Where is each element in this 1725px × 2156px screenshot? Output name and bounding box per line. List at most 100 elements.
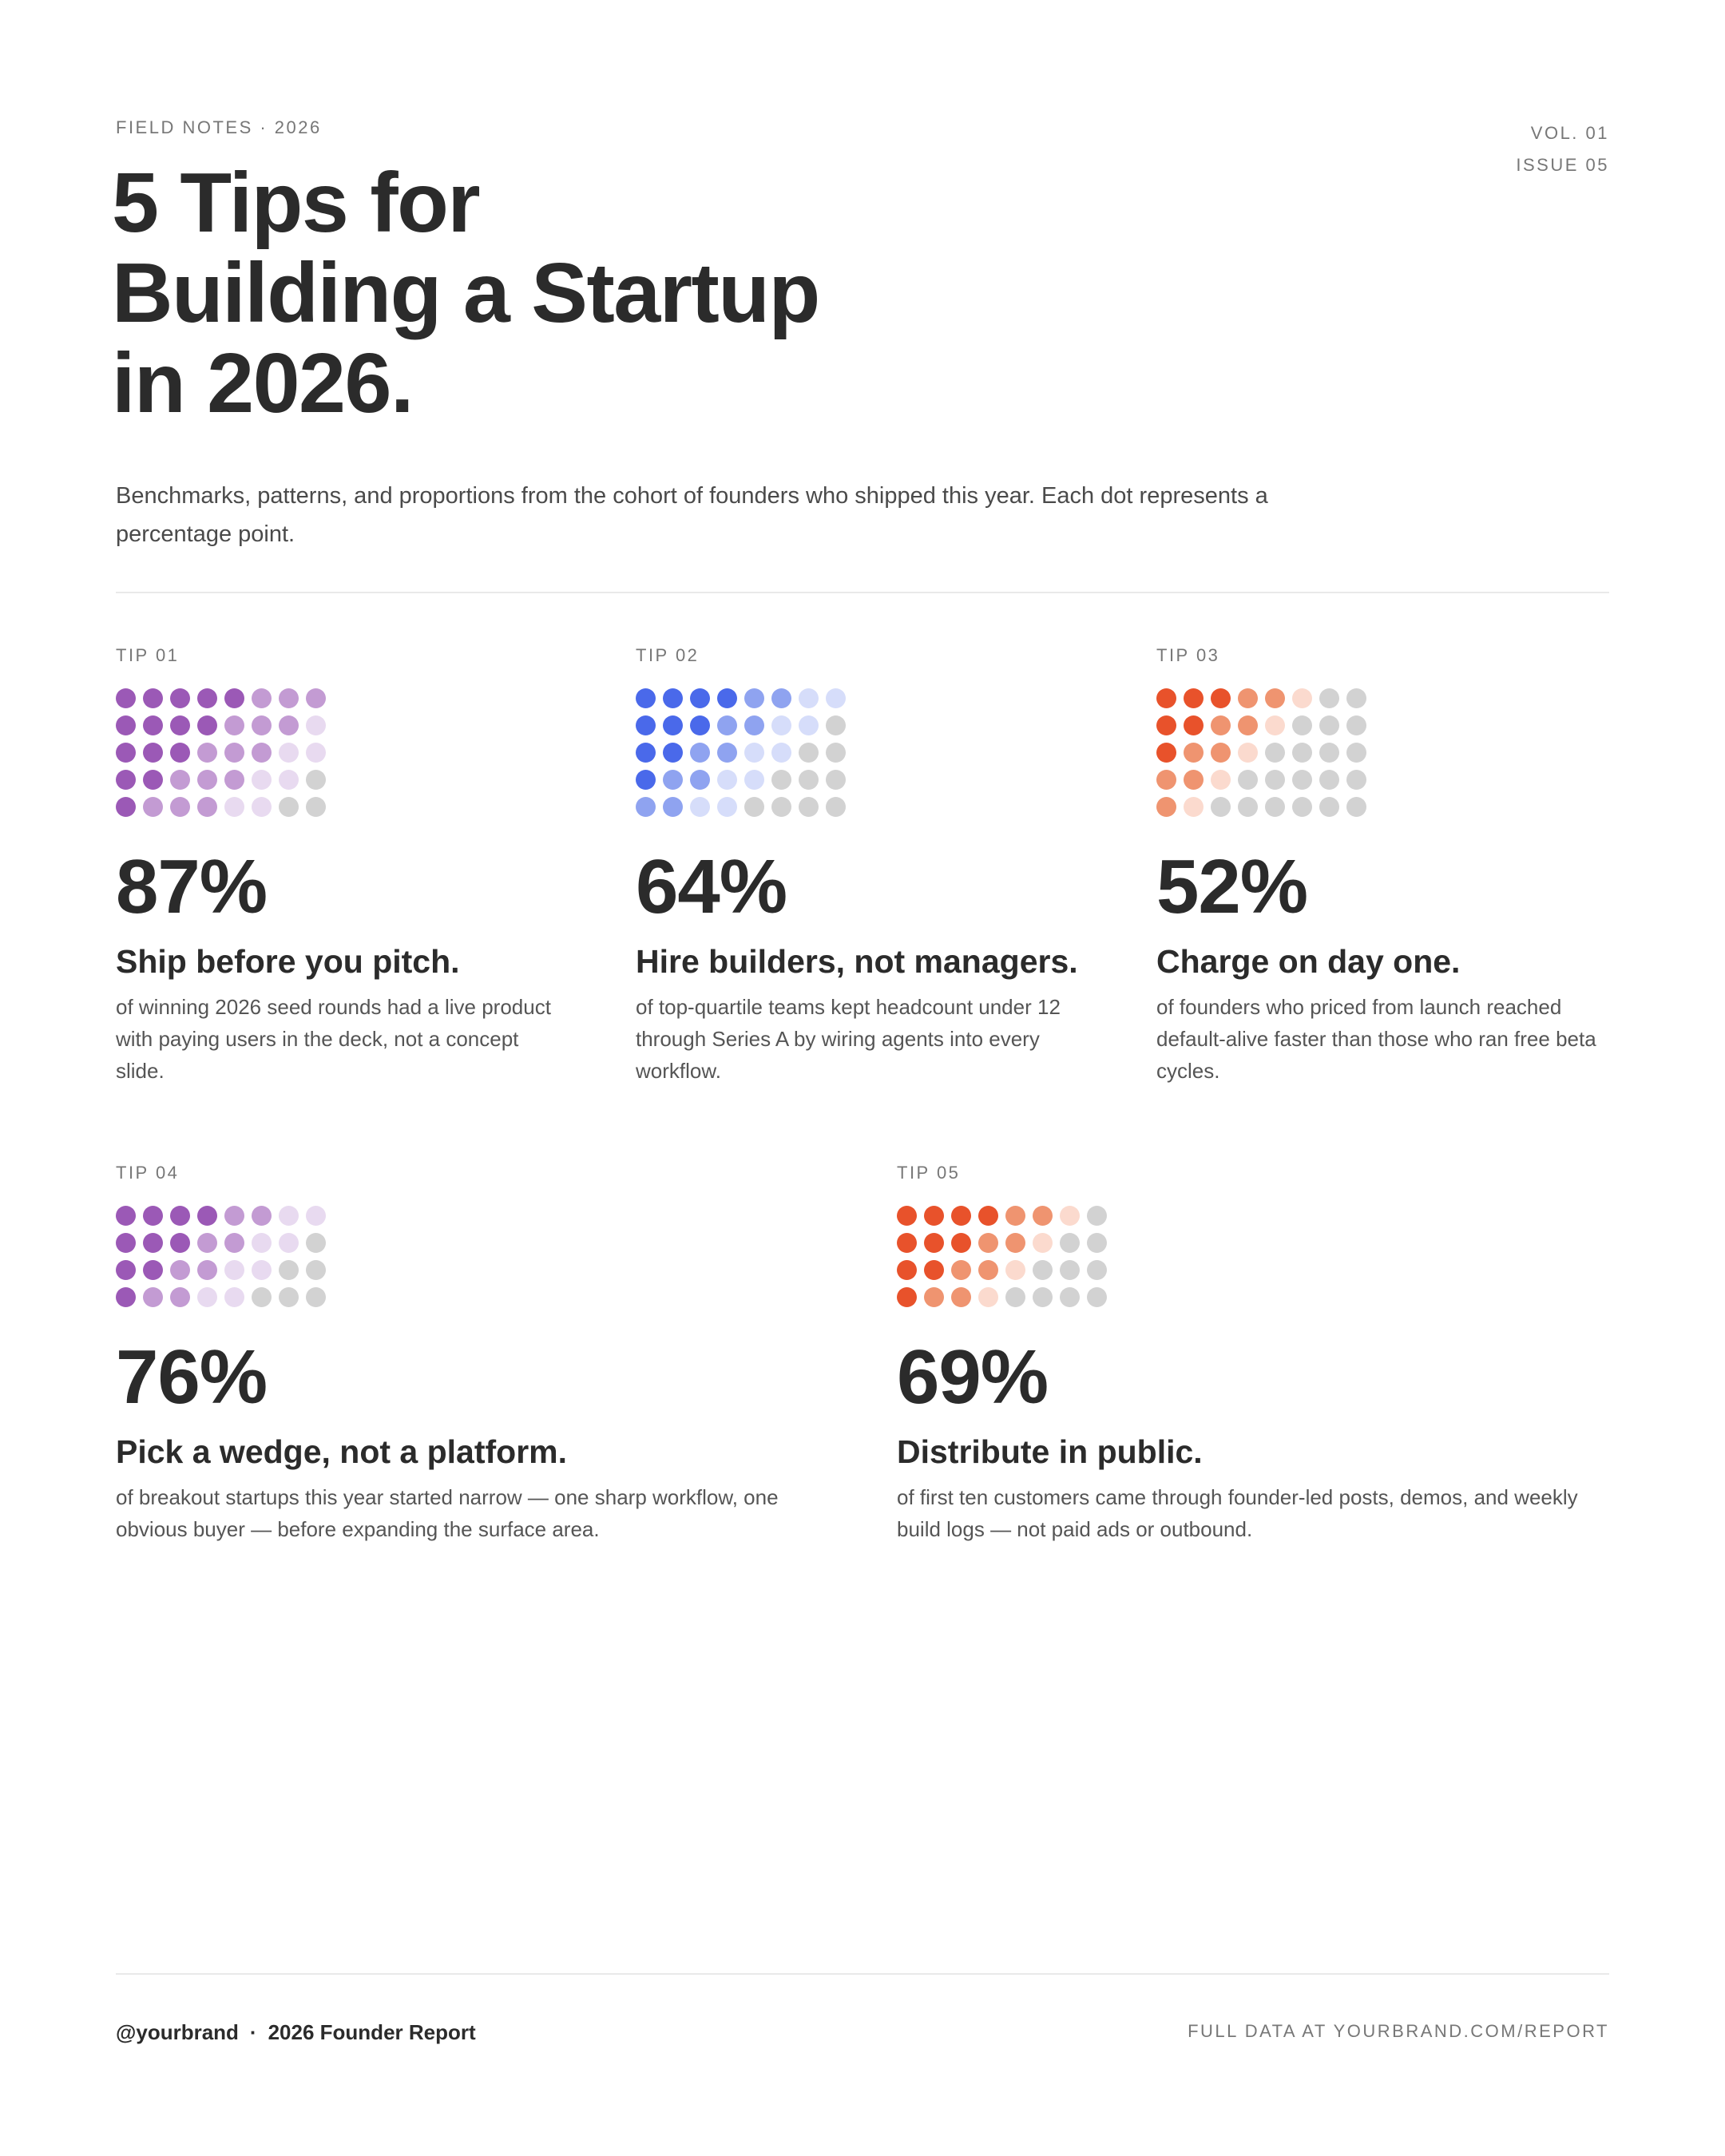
footer-link[interactable]: FULL DATA AT YOURBRAND.COM/REPORT (1188, 2021, 1609, 2041)
percent-dot (279, 1233, 299, 1253)
percent-dot (690, 770, 710, 790)
tip-label: TIP 04 (116, 1163, 180, 1183)
eyebrow: FIELD NOTES · 2026 (116, 117, 322, 137)
percent-dot (1005, 1260, 1025, 1280)
percent-dot (306, 1260, 326, 1280)
percent-dot (1238, 797, 1258, 817)
percent-dot (279, 688, 299, 708)
percent-dot (826, 770, 846, 790)
percent-dot (771, 715, 791, 735)
percent-dot (1005, 1206, 1025, 1226)
tip-label: TIP 01 (116, 645, 180, 665)
tip-percent: 69% (897, 1334, 1049, 1420)
percent-dot (771, 797, 791, 817)
percent-dot (1238, 715, 1258, 735)
percent-dot (1184, 715, 1204, 735)
percent-dot (279, 1260, 299, 1280)
percent-dot (897, 1233, 917, 1253)
percent-dot (279, 797, 299, 817)
footer-separator: · (249, 2020, 257, 2044)
percent-dot (1211, 797, 1231, 817)
percent-dot (170, 1206, 190, 1226)
percent-dot (224, 1260, 244, 1280)
percent-dot (978, 1233, 998, 1253)
percent-dot (197, 1260, 217, 1280)
percent-dot (1211, 743, 1231, 763)
percent-dot (978, 1206, 998, 1226)
tip-card-1: TIP 01 87% Ship before you pitch. of win… (116, 644, 563, 1087)
percent-dot (1156, 770, 1176, 790)
percent-dot (1156, 743, 1176, 763)
percent-dot (1346, 770, 1366, 790)
percent-dot (143, 770, 163, 790)
percent-dot (116, 688, 136, 708)
percent-dot (663, 743, 683, 763)
percent-dot (197, 1233, 217, 1253)
tip-label: TIP 05 (897, 1163, 961, 1183)
percent-dot (197, 743, 217, 763)
dot-grid (116, 1206, 835, 1307)
percent-dot (1319, 797, 1339, 817)
percent-dot (252, 1206, 272, 1226)
percent-dot (717, 715, 737, 735)
percent-dot (116, 770, 136, 790)
percent-dot (1292, 715, 1312, 735)
percent-dot (197, 715, 217, 735)
percent-dot (306, 715, 326, 735)
percent-dot (1265, 688, 1285, 708)
percent-dot (279, 770, 299, 790)
percent-dot (252, 1233, 272, 1253)
percent-dot (636, 715, 656, 735)
percent-dot (279, 743, 299, 763)
percent-dot (1033, 1287, 1053, 1307)
percent-dot (799, 770, 819, 790)
tip-card-5: TIP 05 69% Distribute in public. of firs… (897, 1161, 1616, 1545)
percent-dot (170, 1287, 190, 1307)
percent-dot (1211, 770, 1231, 790)
percent-dot (897, 1260, 917, 1280)
percent-dot (951, 1260, 971, 1280)
percent-dot (1211, 715, 1231, 735)
tip-percent: 64% (636, 844, 787, 929)
percent-dot (1211, 688, 1231, 708)
percent-dot (978, 1287, 998, 1307)
tip-title: Pick a wedge, not a platform. (116, 1433, 568, 1470)
percent-dot (306, 770, 326, 790)
percent-dot (636, 770, 656, 790)
percent-dot (1238, 770, 1258, 790)
percent-dot (1319, 770, 1339, 790)
percent-dot (1033, 1260, 1053, 1280)
percent-dot (1346, 715, 1366, 735)
percent-dot (306, 743, 326, 763)
percent-dot (826, 743, 846, 763)
tip-percent: 76% (116, 1334, 268, 1420)
percent-dot (1087, 1287, 1107, 1307)
percent-dot (1346, 688, 1366, 708)
percent-dot (1238, 743, 1258, 763)
percent-dot (1060, 1287, 1080, 1307)
tip-description: of first ten customers came through foun… (897, 1485, 1578, 1541)
percent-dot (826, 797, 846, 817)
percent-dot (717, 688, 737, 708)
percent-dot (799, 715, 819, 735)
percent-dot (197, 797, 217, 817)
tip-card-3: TIP 03 52% Charge on day one. of founder… (1156, 644, 1620, 1087)
percent-dot (1265, 770, 1285, 790)
percent-dot (1033, 1233, 1053, 1253)
percent-dot (1087, 1260, 1107, 1280)
percent-dot (717, 743, 737, 763)
percent-dot (306, 1233, 326, 1253)
percent-dot (744, 688, 764, 708)
percent-dot (1292, 743, 1312, 763)
percent-dot (1292, 688, 1312, 708)
percent-dot (279, 715, 299, 735)
intro-text: Benchmarks, patterns, and proportions fr… (116, 483, 1268, 547)
footer-divider (116, 1973, 1609, 1975)
percent-dot (636, 797, 656, 817)
percent-dot (224, 1206, 244, 1226)
percent-dot (116, 1206, 136, 1226)
percent-dot (1060, 1233, 1080, 1253)
percent-dot (143, 688, 163, 708)
percent-dot (924, 1233, 944, 1253)
percent-dot (1087, 1206, 1107, 1226)
